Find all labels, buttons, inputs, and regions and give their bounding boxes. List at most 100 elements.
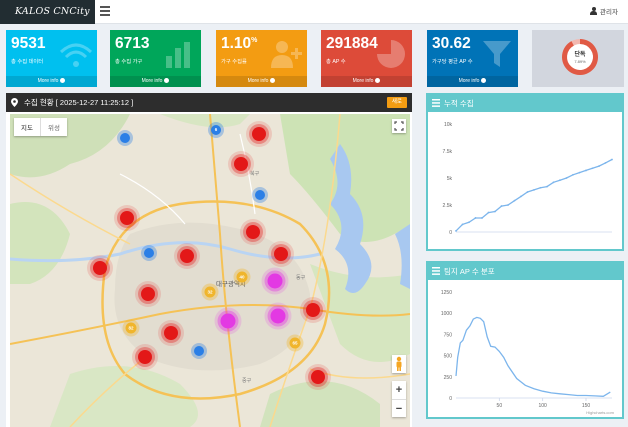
stat-label: 가구 수집률 bbox=[221, 59, 247, 65]
cluster-marker-red[interactable] bbox=[306, 303, 320, 317]
user-label: 관리자 bbox=[600, 9, 618, 16]
stat-label: 총 수집 가구 bbox=[115, 59, 143, 65]
cluster-marker-red[interactable] bbox=[311, 370, 325, 384]
data-point bbox=[461, 223, 464, 226]
stat-box-data: 9531 총 수집 데이터 More info bbox=[6, 30, 97, 87]
data-point bbox=[520, 195, 522, 198]
cluster-marker-red[interactable] bbox=[246, 225, 260, 239]
data-point bbox=[591, 167, 594, 170]
district-label: 북구 bbox=[250, 171, 260, 177]
map-type-satellite-button[interactable]: 위성 bbox=[39, 118, 67, 136]
y-tick-label: 0 bbox=[449, 230, 452, 236]
cluster-marker-red[interactable] bbox=[180, 249, 194, 263]
data-point bbox=[487, 211, 490, 214]
cluster-marker-pink[interactable] bbox=[270, 308, 286, 324]
cluster-marker-yellow[interactable]: 82 bbox=[125, 322, 137, 334]
data-point bbox=[533, 188, 535, 191]
district-label: 중구 bbox=[242, 378, 252, 384]
cluster-marker-red[interactable] bbox=[93, 261, 107, 275]
cluster-marker-yellow[interactable]: 65 bbox=[289, 337, 301, 349]
cluster-marker-yellow[interactable]: 32 bbox=[204, 286, 216, 298]
cluster-marker-red[interactable] bbox=[252, 127, 266, 141]
x-tick-label: 150 bbox=[582, 403, 591, 409]
data-point bbox=[565, 177, 568, 179]
y-tick-label: 1250 bbox=[441, 290, 452, 296]
more-info-link[interactable]: More info bbox=[427, 76, 518, 87]
city-label: 대구광역시 bbox=[216, 279, 246, 288]
map-type-map-button[interactable]: 지도 bbox=[21, 125, 33, 132]
cluster-marker-blue[interactable] bbox=[120, 133, 130, 143]
wifi-icon bbox=[59, 43, 93, 67]
cluster-marker-pink[interactable] bbox=[220, 313, 236, 329]
stat-box-ranking: 단독 7.89% bbox=[532, 30, 624, 87]
data-point bbox=[539, 186, 542, 189]
bar-chart-icon bbox=[166, 42, 190, 68]
y-tick-label: 0 bbox=[449, 396, 452, 402]
user-plus-icon bbox=[271, 41, 302, 68]
district-label: 동구 bbox=[296, 275, 306, 281]
arrow-circle-icon bbox=[375, 78, 381, 83]
fullscreen-button[interactable] bbox=[392, 119, 406, 133]
cluster-marker-blue[interactable]: 6 bbox=[211, 125, 221, 135]
stat-value: 30.62 bbox=[432, 35, 471, 52]
refresh-button[interactable]: 새로 bbox=[386, 97, 407, 108]
bar-chart-icon bbox=[432, 267, 440, 275]
fullscreen-icon bbox=[394, 121, 404, 131]
stat-value: 1.10% bbox=[221, 35, 258, 52]
cumulative-line-chart: 0 2.5k 5k 7.5k 10k bbox=[443, 122, 613, 236]
x-tick-label: 100 bbox=[538, 403, 547, 409]
zoom-in-button[interactable]: + bbox=[395, 384, 403, 396]
user-menu[interactable]: 관리자 bbox=[590, 6, 618, 16]
data-point bbox=[585, 169, 587, 172]
pegman-icon bbox=[396, 356, 402, 371]
more-info-link[interactable]: More info bbox=[110, 76, 201, 87]
more-info-link[interactable]: More info bbox=[216, 76, 307, 87]
ranking-donut: 단독 7.89% bbox=[562, 39, 598, 75]
more-info-link[interactable]: More info bbox=[321, 76, 412, 87]
cluster-marker-red[interactable] bbox=[164, 326, 178, 340]
cluster-marker-red[interactable] bbox=[234, 157, 248, 171]
y-tick-label: 1000 bbox=[441, 311, 452, 317]
ap-distribution-panel: 팀지 AP 수 분포 0 250 500 750 1000 1250 50 100 150 Hig… bbox=[426, 261, 624, 419]
series-line bbox=[455, 158, 613, 232]
zoom-out-button[interactable]: − bbox=[392, 399, 406, 417]
ranking-label: 단독 bbox=[574, 50, 586, 58]
arrow-circle-icon bbox=[270, 78, 276, 83]
street-view-pegman[interactable] bbox=[392, 355, 406, 373]
chart-title: 팀지 AP 수 분포 bbox=[444, 267, 495, 276]
data-point bbox=[507, 204, 509, 206]
cluster-marker-red[interactable] bbox=[120, 211, 134, 225]
chart-credit[interactable]: Highcharts.com bbox=[586, 410, 614, 415]
map-marker-icon bbox=[11, 98, 18, 107]
cluster-marker-red[interactable] bbox=[138, 350, 152, 364]
cluster-marker-blue[interactable] bbox=[194, 346, 204, 356]
cluster-marker-red[interactable] bbox=[274, 247, 288, 261]
cluster-marker-red[interactable] bbox=[141, 287, 155, 301]
stat-value: 291884 bbox=[326, 35, 378, 52]
cluster-marker-blue[interactable] bbox=[144, 248, 154, 258]
chart-panel-header: 누적 수집 bbox=[428, 95, 622, 112]
data-point bbox=[604, 161, 607, 164]
map-canvas[interactable]: 대구광역시 중구 동구 북구 6 40 32 82 65 지도 위성 + − bbox=[10, 114, 410, 427]
cluster-marker-blue[interactable] bbox=[255, 190, 265, 200]
chart-title: 누적 수집 bbox=[444, 99, 474, 108]
cluster-marker-yellow[interactable]: 40 bbox=[236, 271, 248, 283]
data-point bbox=[526, 191, 529, 193]
map-type-control: 지도 위성 bbox=[14, 118, 67, 136]
stat-boxes: 9531 총 수집 데이터 More info 6713 총 수집 가구 Mor… bbox=[6, 30, 624, 87]
data-point bbox=[481, 217, 483, 219]
data-point bbox=[455, 230, 457, 232]
map-panel-title: 수집 현황 [ 2025-12-27 11:25:12 ] bbox=[24, 98, 134, 107]
data-point bbox=[611, 158, 613, 161]
brand-logo[interactable]: KALOS CNCity bbox=[0, 0, 95, 24]
data-point bbox=[559, 179, 561, 182]
cluster-marker-pink[interactable] bbox=[267, 273, 283, 289]
x-tick-label: 50 bbox=[497, 403, 503, 409]
stat-value: 9531 bbox=[11, 35, 46, 52]
more-info-link[interactable]: More info bbox=[6, 76, 97, 87]
bar-chart-icon bbox=[432, 99, 440, 107]
collection-map-panel: 수집 현황 [ 2025-12-27 11:25:12 ] 새로 bbox=[6, 93, 412, 427]
user-icon bbox=[590, 7, 598, 15]
data-point bbox=[468, 221, 470, 224]
menu-toggle-icon[interactable] bbox=[100, 6, 110, 16]
